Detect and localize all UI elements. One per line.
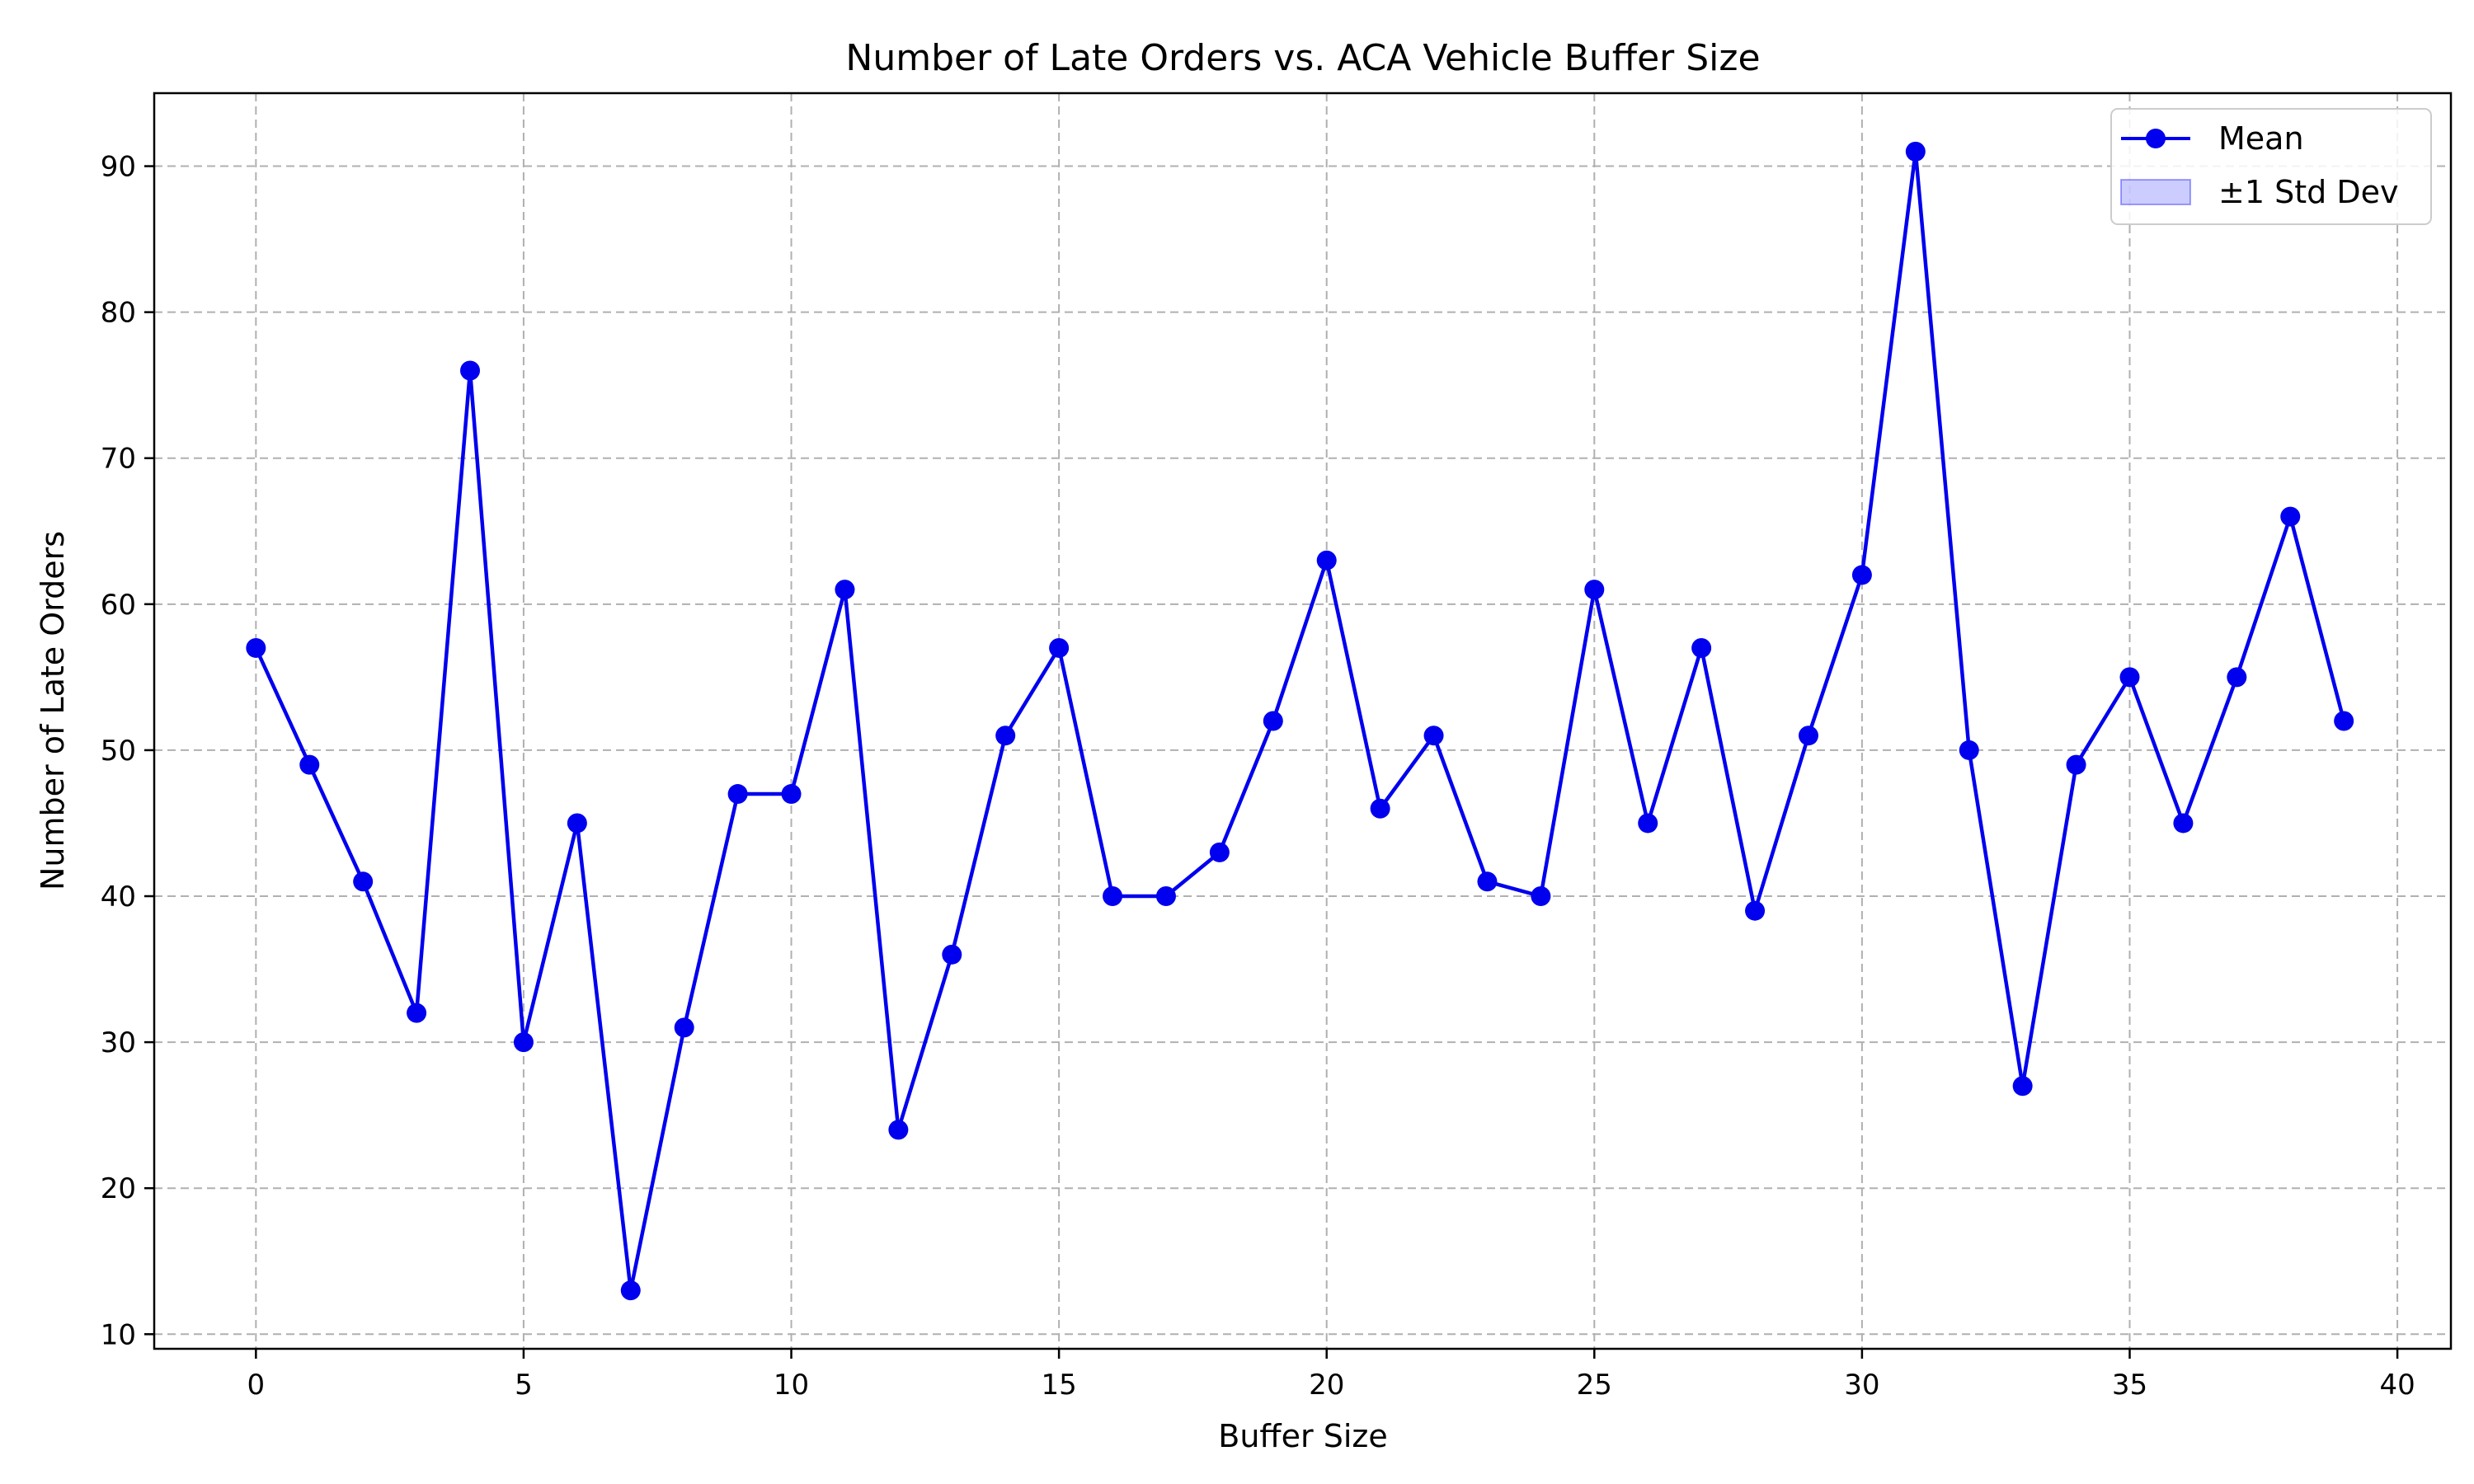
data-point [1851,565,1872,585]
y-tick-label: 40 [101,881,136,913]
x-tick-label: 35 [2112,1369,2147,1402]
data-point [942,944,962,965]
x-tick-label: 5 [515,1369,533,1402]
legend: Mean ±1 Std Dev [2110,108,2432,225]
data-point [1370,798,1390,819]
data-point [835,580,855,600]
data-point [2280,506,2301,527]
y-tick-label: 90 [101,151,136,184]
data-point [299,754,320,775]
x-tick-label: 40 [2379,1369,2415,1402]
y-tick-label: 50 [101,735,136,768]
x-tick-label: 10 [774,1369,809,1402]
data-point [1155,886,1176,907]
data-point [513,1032,534,1053]
data-point [888,1120,909,1140]
data-point [407,1003,427,1023]
data-point [1103,886,1123,907]
series-line-mean [254,149,2346,1293]
data-point [567,813,587,834]
data-point [1959,740,1979,760]
y-tick-label: 70 [101,443,136,476]
data-point [460,360,481,381]
data-point [2119,667,2140,688]
data-point [674,1017,694,1038]
grid [154,93,2451,1349]
y-tick-label: 20 [101,1172,136,1205]
data-point [620,1280,641,1301]
y-tick-label: 10 [101,1318,136,1351]
data-point [727,784,748,805]
legend-std-label: ±1 Std Dev [2218,174,2398,210]
data-point [1316,550,1337,571]
data-point [1477,871,1498,892]
x-tick-label: 0 [247,1369,266,1402]
data-point [1691,637,1712,658]
chart-title: Number of Late Orders vs. ACA Vehicle Bu… [845,37,1760,79]
data-point [995,726,1016,746]
legend-mean-marker [2146,129,2166,148]
x-tick-label: 30 [1844,1369,1879,1402]
x-tick-label: 15 [1041,1369,1076,1402]
data-point [2227,667,2247,688]
data-point [246,637,266,658]
data-point [1905,141,1926,162]
data-point [1638,813,1658,834]
y-tick-label: 30 [101,1026,136,1059]
data-point [2173,813,2194,834]
x-tick-label: 25 [1577,1369,1612,1402]
x-tick-label: 20 [1309,1369,1344,1402]
data-point [1049,637,1070,658]
data-point [1584,580,1605,600]
y-tick-label: 80 [101,297,136,330]
legend-mean-label: Mean [2218,120,2304,157]
series-layer [246,141,2354,1301]
y-axis-label: Number of Late Orders [35,531,71,890]
legend-box [2110,108,2432,225]
axis-ticks: 0 5 10 15 20 25 30 35 40 10 20 30 40 50 60 70 80 90 [101,151,2415,1402]
data-point [1798,726,1818,746]
x-axis-label: Buffer Size [1218,1418,1387,1454]
plot-frame [153,92,2453,1350]
data-point [2012,1076,2033,1097]
data-point [1423,726,1444,746]
data-point [1745,900,1766,921]
data-point [1209,842,1230,862]
y-tick-label: 60 [101,589,136,622]
data-point [1531,886,1551,907]
legend-std-band-swatch [2120,179,2191,205]
data-point [353,871,374,892]
data-point [2066,754,2086,775]
data-point [781,784,802,805]
data-point [1263,711,1283,731]
data-point [2334,711,2354,731]
